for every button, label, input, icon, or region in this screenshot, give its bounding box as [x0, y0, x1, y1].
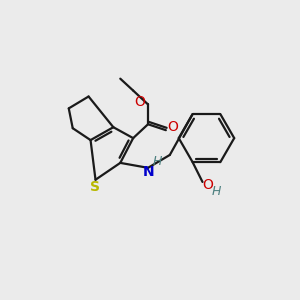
Text: O: O: [167, 120, 178, 134]
Text: H: H: [212, 185, 221, 198]
Text: H: H: [152, 155, 162, 168]
Text: N: N: [143, 165, 155, 179]
Text: S: S: [89, 180, 100, 194]
Text: O: O: [202, 178, 213, 192]
Text: O: O: [135, 95, 146, 110]
